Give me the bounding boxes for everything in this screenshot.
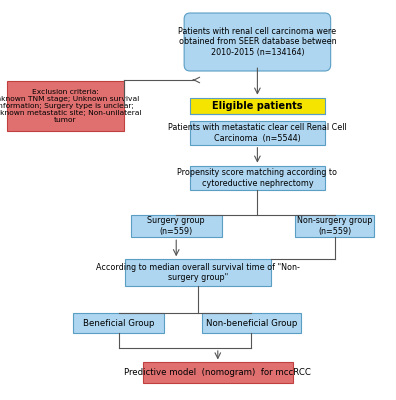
FancyBboxPatch shape [184, 13, 331, 71]
FancyBboxPatch shape [202, 313, 301, 333]
FancyBboxPatch shape [295, 215, 374, 237]
Text: Patients with renal cell carcinoma were
obtained from SEER database between
2010: Patients with renal cell carcinoma were … [178, 27, 337, 57]
FancyBboxPatch shape [7, 81, 124, 131]
Text: Exclusion criteria:
Unknown TNM stage; Unknown survival
information; Surgery typ: Exclusion criteria: Unknown TNM stage; U… [0, 89, 141, 123]
Text: Eligible patients: Eligible patients [212, 101, 303, 111]
Text: Surgery group
(n=559): Surgery group (n=559) [147, 216, 205, 236]
Text: Beneficial Group: Beneficial Group [83, 319, 154, 328]
FancyBboxPatch shape [190, 166, 325, 190]
Text: Non-surgery group
(n=559): Non-surgery group (n=559) [297, 216, 372, 236]
Text: Patients with metastatic clear cell Renal Cell
Carcinoma  (n=5544): Patients with metastatic clear cell Rena… [168, 123, 347, 142]
Text: Predictive model  (nomogram)  for mccRCC: Predictive model (nomogram) for mccRCC [124, 368, 311, 377]
FancyBboxPatch shape [73, 313, 164, 333]
FancyBboxPatch shape [190, 121, 325, 145]
FancyBboxPatch shape [143, 362, 293, 383]
Text: Propensity score matching according to
cytoreductive nephrectomy: Propensity score matching according to c… [177, 168, 337, 188]
FancyBboxPatch shape [131, 215, 222, 237]
FancyBboxPatch shape [125, 259, 271, 286]
Text: According to median overall survival time of "Non-
surgery group": According to median overall survival tim… [96, 263, 300, 282]
Text: Non-beneficial Group: Non-beneficial Group [206, 319, 297, 328]
FancyBboxPatch shape [190, 98, 325, 114]
